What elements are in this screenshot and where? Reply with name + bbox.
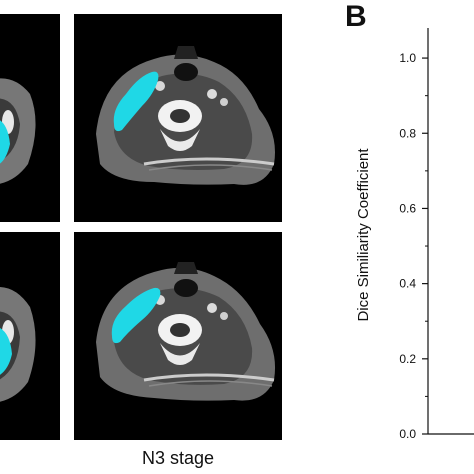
ct-scan-image [0,78,36,184]
ct-scan-image [0,287,36,402]
ct-panel-bottom-right [74,232,282,440]
y-tick-label: 0.4 [399,277,416,291]
y-tick-label: 0.0 [399,427,416,441]
dice-chart: 0.0 0.2 0.4 0.6 0.8 1.0 Dice Similiarity Coef… [355,28,474,441]
segmentation-contour [113,71,159,132]
segmentation-contour [111,287,161,344]
ct-panel-top-right [74,14,282,222]
ct-scan-image [96,262,276,401]
panel-letter: B [345,0,367,33]
y-tick-label: 0.6 [399,201,416,215]
segmentation-contour [0,120,10,164]
ct-panel-top-left [0,14,60,222]
y-axis-title: Dice Similiarity Coefficient [355,148,372,322]
segmentation-contour [0,328,12,375]
y-tick-label: 0.8 [399,126,416,140]
y-tick-label: 1.0 [399,51,416,65]
ct-scan-image [96,46,275,185]
ct-panel-bottom-left [0,232,60,440]
stage-caption: N3 stage [141,448,215,468]
y-tick-label: 0.2 [399,352,416,366]
